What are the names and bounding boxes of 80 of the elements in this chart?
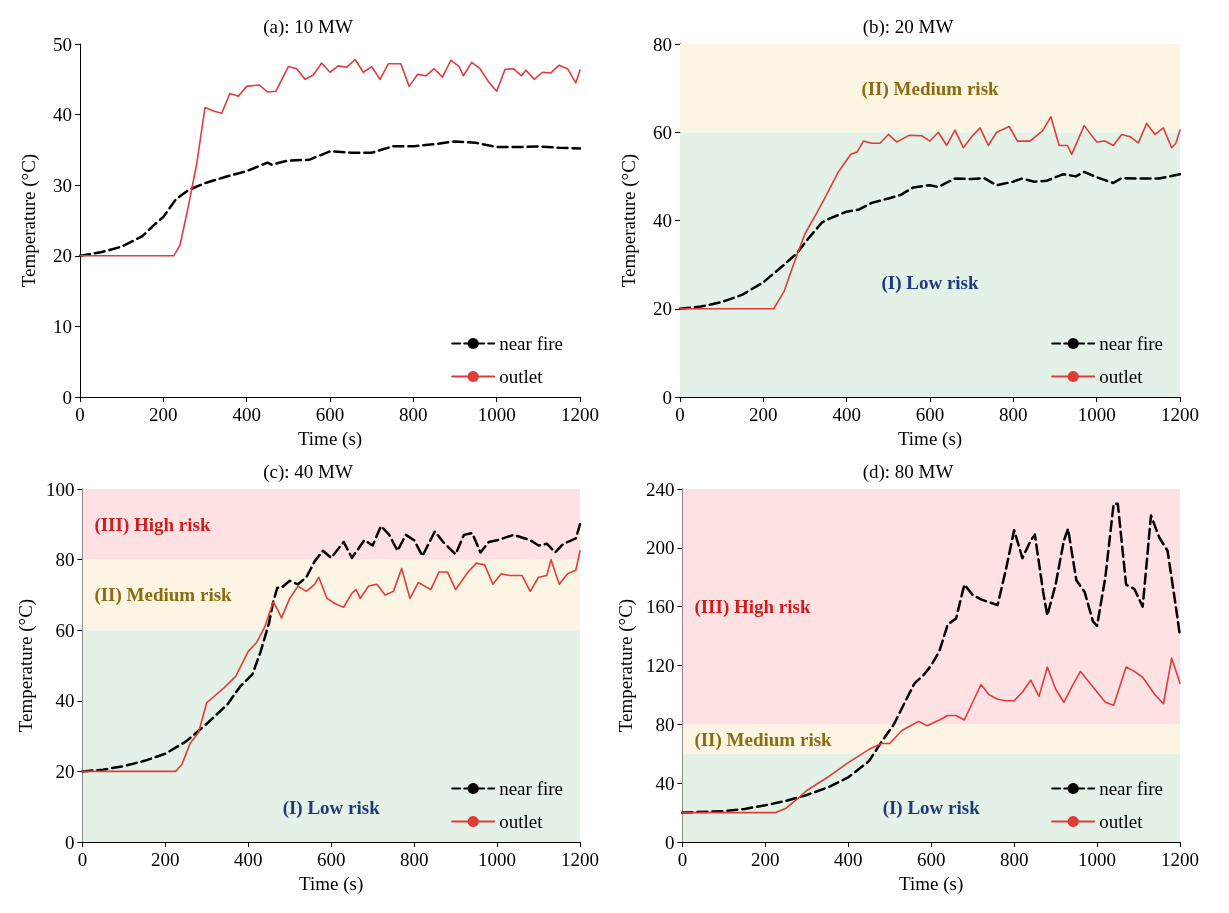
x-axis-title: Time (s) bbox=[299, 872, 364, 895]
y-tick-label: 0 bbox=[662, 386, 672, 408]
y-tick-label: 50 bbox=[53, 33, 72, 55]
y-tick-label: 60 bbox=[55, 619, 75, 641]
x-tick-label: 200 bbox=[149, 404, 178, 425]
band-label: (III) High risk bbox=[694, 596, 811, 619]
x-tick-label: 0 bbox=[677, 849, 688, 870]
chart-title: (c): 40 MW bbox=[263, 461, 353, 483]
y-axis-title: Temperature (°C) bbox=[18, 153, 40, 288]
y-tick-label: 20 bbox=[53, 245, 72, 267]
x-axis-title: Time (s) bbox=[899, 872, 964, 895]
x-tick-label: 200 bbox=[151, 849, 180, 870]
y-tick-label: 40 bbox=[53, 104, 72, 126]
y-tick-label: 30 bbox=[53, 174, 72, 196]
x-tick-label: 1000 bbox=[477, 404, 516, 425]
x-tick-label: 400 bbox=[232, 404, 261, 425]
band-label: (III) High risk bbox=[94, 513, 211, 536]
x-tick-label: 800 bbox=[999, 404, 1028, 425]
legend-label: outlet bbox=[499, 366, 544, 387]
x-tick-label: 600 bbox=[316, 849, 346, 870]
x-tick-label: 200 bbox=[749, 404, 778, 425]
x-tick-label: 400 bbox=[834, 849, 863, 870]
y-tick-label: 40 bbox=[655, 772, 675, 794]
x-tick-label: 200 bbox=[751, 849, 780, 870]
x-tick-label: 800 bbox=[399, 849, 429, 870]
y-tick-label: 0 bbox=[62, 386, 72, 408]
band-label: (II) Medium risk bbox=[694, 728, 833, 751]
y-axis-title: Temperature (°C) bbox=[618, 153, 640, 288]
y-tick-label: 40 bbox=[653, 210, 672, 231]
x-axis-title: Time (s) bbox=[297, 427, 363, 450]
x-tick-label: 1000 bbox=[1077, 404, 1116, 425]
legend-label: near fire bbox=[499, 333, 563, 354]
line-series bbox=[679, 116, 1181, 310]
band-label: (II) Medium risk bbox=[861, 77, 1000, 100]
y-tick-label: 20 bbox=[653, 298, 672, 320]
x-tick-label: 800 bbox=[999, 849, 1029, 870]
x-tick-label: 1000 bbox=[478, 849, 517, 870]
x-tick-label: 600 bbox=[916, 849, 946, 870]
y-tick-label: 120 bbox=[645, 655, 675, 676]
legend-label: outlet bbox=[499, 811, 544, 832]
x-tick-label: 0 bbox=[77, 849, 88, 870]
y-tick-label: 20 bbox=[55, 760, 75, 782]
x-tick-label: 400 bbox=[234, 849, 263, 870]
legend-label: outlet bbox=[1099, 811, 1144, 832]
band-label: (I) Low risk bbox=[282, 797, 381, 819]
y-tick-label: 80 bbox=[653, 33, 672, 55]
x-tick-label: 1200 bbox=[561, 849, 599, 870]
y-tick-label: 0 bbox=[664, 831, 675, 853]
y-tick-label: 0 bbox=[64, 831, 75, 853]
y-tick-label: 40 bbox=[55, 690, 75, 712]
x-tick-label: 1000 bbox=[1078, 849, 1117, 870]
x-axis-title: Time (s) bbox=[897, 427, 963, 450]
x-tick-label: 600 bbox=[915, 404, 945, 425]
chart-title: (d): 80 MW bbox=[862, 461, 954, 483]
y-tick-label: 80 bbox=[55, 549, 75, 571]
legend-label: outlet bbox=[1099, 366, 1144, 387]
y-tick-label: 160 bbox=[645, 596, 675, 618]
x-tick-label: 1200 bbox=[561, 404, 599, 425]
x-tick-label: 1200 bbox=[1161, 849, 1199, 870]
x-tick-label: 600 bbox=[315, 404, 345, 425]
chart-title: (b): 20 MW bbox=[862, 16, 954, 38]
band-label: (I) Low risk bbox=[882, 797, 981, 819]
legend-label: near fire bbox=[1099, 778, 1163, 799]
legend-label: near fire bbox=[1099, 333, 1163, 354]
band-label: (I) Low risk bbox=[881, 272, 979, 294]
band-label: (II) Medium risk bbox=[94, 584, 233, 607]
y-tick-label: 10 bbox=[53, 315, 72, 337]
y-tick-label: 60 bbox=[653, 121, 672, 143]
y-tick-label: 100 bbox=[45, 478, 75, 500]
y-tick-label: 240 bbox=[645, 478, 675, 500]
y-axis-title: Temperature (°C) bbox=[615, 598, 637, 733]
x-tick-label: 1200 bbox=[1161, 404, 1199, 425]
y-axis-title: Temperature (°C) bbox=[15, 598, 37, 733]
line-series bbox=[79, 58, 581, 257]
y-tick-label: 200 bbox=[645, 537, 675, 559]
x-tick-label: 800 bbox=[399, 404, 428, 425]
legend-label: near fire bbox=[499, 778, 563, 799]
x-tick-label: 400 bbox=[832, 404, 861, 425]
y-tick-label: 80 bbox=[655, 713, 675, 735]
chart-title: (a): 10 MW bbox=[263, 16, 353, 38]
